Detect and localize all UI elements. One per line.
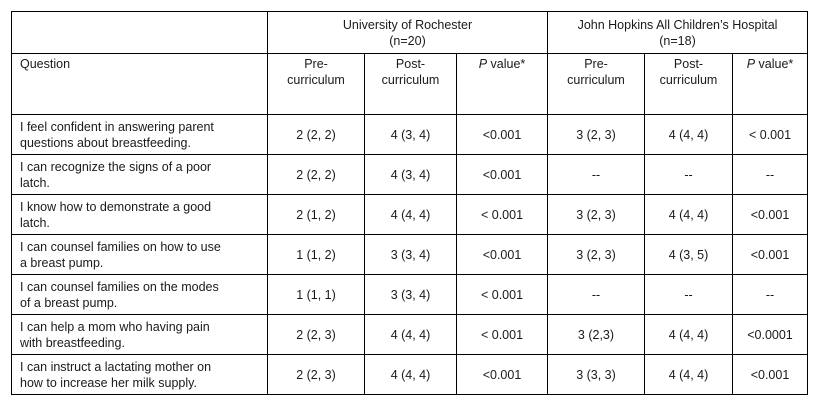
- value-cell: < 0.001: [456, 314, 548, 355]
- value-cell: --: [732, 154, 808, 195]
- value-cell: --: [644, 274, 733, 315]
- value-cell: 3 (2,3): [547, 314, 645, 355]
- p-value-header: P value*: [456, 53, 548, 115]
- value-cell: --: [547, 274, 645, 315]
- value-cell: 3 (2, 3): [547, 194, 645, 235]
- value-cell: <0.001: [456, 154, 548, 195]
- question-cell: I feel confident in answering parent ques…: [11, 114, 268, 155]
- value-cell: 2 (2, 3): [267, 314, 365, 355]
- question-cell: I know how to demonstrate a good latch.: [11, 194, 268, 235]
- value-cell: < 0.001: [732, 114, 808, 155]
- value-cell: 4 (4, 4): [644, 194, 733, 235]
- question-cell: I can counsel families on the modes of a …: [11, 274, 268, 315]
- group-n: (n=18): [659, 33, 696, 48]
- post-header: Post-curriculum: [644, 53, 733, 115]
- value-cell: 4 (3, 5): [644, 234, 733, 275]
- pre-header: Pre-curriculum: [547, 53, 645, 115]
- group-n: (n=20): [389, 33, 426, 48]
- value-cell: < 0.001: [456, 274, 548, 315]
- value-cell: 1 (1, 1): [267, 274, 365, 315]
- pre-header: Pre-curriculum: [267, 53, 365, 115]
- value-cell: 3 (3, 4): [364, 234, 457, 275]
- column-header-row: Question Pre-curriculum Post-curriculum …: [11, 53, 808, 115]
- value-cell: 3 (2, 3): [547, 114, 645, 155]
- value-cell: 2 (1, 2): [267, 194, 365, 235]
- post-header: Post-curriculum: [364, 53, 457, 115]
- table-row: I can instruct a lactating mother on how …: [11, 354, 808, 395]
- value-cell: 2 (2, 2): [267, 154, 365, 195]
- table-row: I know how to demonstrate a good latch. 2 …: [11, 194, 808, 235]
- group-name: University of Rochester: [342, 17, 473, 32]
- table-row: I can recognize the signs of a poor latch…: [11, 154, 808, 195]
- value-cell: 4 (4, 4): [644, 354, 733, 395]
- table-row: I can counsel families on the modes of a …: [11, 274, 808, 315]
- group-rochester-header: University of Rochester (n=20): [267, 11, 548, 54]
- question-cell: I can help a mom who having pain with bre…: [11, 314, 268, 355]
- results-table: University of Rochester (n=20) John Hopk…: [11, 11, 808, 395]
- table-row: I can counsel families on how to use a br…: [11, 234, 808, 275]
- value-cell: 2 (2, 3): [267, 354, 365, 395]
- question-cell: I can instruct a lactating mother on how …: [11, 354, 268, 395]
- question-cell: I can recognize the signs of a poor latch…: [11, 154, 268, 195]
- question-header: Question: [11, 53, 268, 115]
- group-header-row: University of Rochester (n=20) John Hopk…: [11, 11, 808, 54]
- table-row: I can help a mom who having pain with bre…: [11, 314, 808, 355]
- value-cell: <0.001: [732, 234, 808, 275]
- value-cell: 3 (2, 3): [547, 234, 645, 275]
- value-cell: <0.001: [732, 194, 808, 235]
- question-cell: I can counsel families on how to use a br…: [11, 234, 268, 275]
- value-cell: <0.0001: [732, 314, 808, 355]
- value-cell: <0.001: [456, 234, 548, 275]
- value-cell: 4 (3, 4): [364, 154, 457, 195]
- value-cell: 3 (3, 4): [364, 274, 457, 315]
- group-name: John Hopkins All Children’s Hospital: [577, 17, 778, 32]
- group-hopkins-header: John Hopkins All Children’s Hospital (n=…: [547, 11, 808, 54]
- value-cell: --: [644, 154, 733, 195]
- value-cell: 2 (2, 2): [267, 114, 365, 155]
- value-cell: 4 (4, 4): [364, 314, 457, 355]
- value-cell: 4 (3, 4): [364, 114, 457, 155]
- value-cell: --: [547, 154, 645, 195]
- value-cell: 4 (4, 4): [364, 194, 457, 235]
- table-body: I feel confident in answering parent ques…: [11, 114, 808, 395]
- value-cell: 3 (3, 3): [547, 354, 645, 395]
- value-cell: <0.001: [456, 354, 548, 395]
- value-cell: < 0.001: [456, 194, 548, 235]
- value-cell: 4 (4, 4): [644, 114, 733, 155]
- empty-corner-cell: [11, 11, 268, 54]
- value-cell: --: [732, 274, 808, 315]
- value-cell: 4 (4, 4): [644, 314, 733, 355]
- table-row: I feel confident in answering parent ques…: [11, 114, 808, 155]
- value-cell: 4 (4, 4): [364, 354, 457, 395]
- value-cell: <0.001: [456, 114, 548, 155]
- value-cell: 1 (1, 2): [267, 234, 365, 275]
- value-cell: <0.001: [732, 354, 808, 395]
- p-value-header: P value*: [732, 53, 808, 115]
